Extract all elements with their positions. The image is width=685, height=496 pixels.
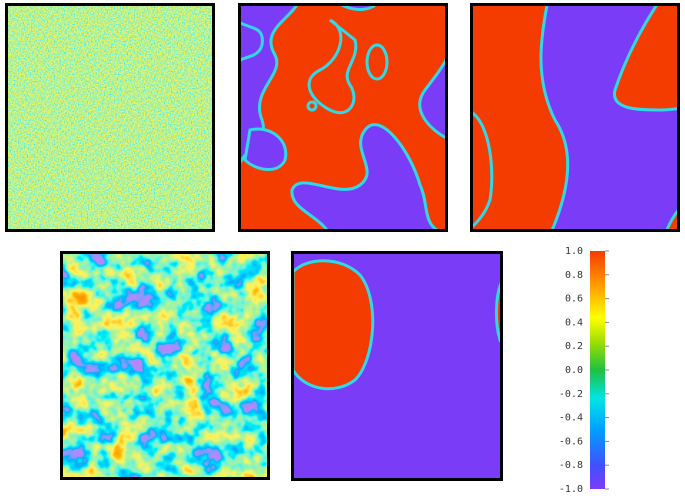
colorbar-tick-label: 0.6: [565, 294, 583, 305]
colorbar-tick-label: -0.4: [559, 413, 583, 424]
panel-mottled: [60, 251, 270, 480]
colorbar-tick-label: 1.0: [565, 246, 583, 257]
panel-late: [470, 3, 680, 232]
panel-noise: [5, 3, 215, 232]
panel-coarsening: [238, 3, 448, 232]
colorbar: 1.0 0.8 0.6 0.4 0.2 0.0 -0.2 -0.4 -0.6 -0.8 -1.0: [559, 246, 609, 495]
colorbar-tick-label: 0.2: [565, 341, 583, 352]
colorbar-tick-label: -1.0: [559, 484, 583, 495]
colorbar-gradient: [590, 251, 605, 489]
panel-droplet: [291, 251, 503, 481]
colorbar-tick-label: 0.0: [565, 365, 583, 376]
colorbar-tick-label: -0.6: [559, 436, 583, 447]
colorbar-tick-label: -0.2: [559, 389, 583, 400]
colorbar-tick-label: 0.4: [565, 317, 583, 328]
colorbar-tick-label: 0.8: [565, 270, 583, 281]
colorbar-tick-label: -0.8: [559, 460, 583, 471]
